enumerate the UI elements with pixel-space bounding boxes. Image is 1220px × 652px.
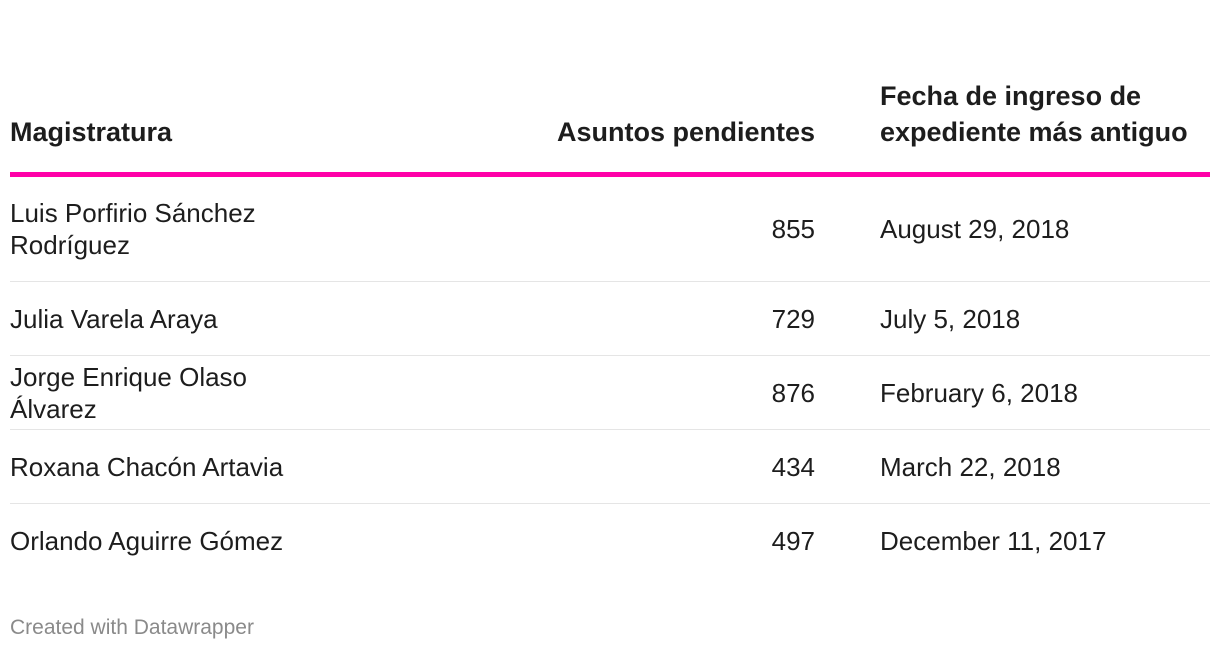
cell-magistratura: Orlando Aguirre Gómez <box>10 525 284 556</box>
cell-fecha-ingreso: August 29, 2018 <box>815 174 1210 282</box>
table-header-row: Magistratura Asuntos pendientes Fecha de… <box>10 0 1210 177</box>
data-table-container: Magistratura Asuntos pendientes Fecha de… <box>10 0 1210 577</box>
datawrapper-credit[interactable]: Created with Datawrapper <box>10 616 254 639</box>
column-header-magistratura[interactable]: Magistratura <box>10 0 535 177</box>
table-row: Roxana Chacón Artavia 434 March 22, 2018 <box>10 429 1210 504</box>
cell-asuntos-pendientes: 497 <box>771 525 815 556</box>
cell-magistratura: Jorge Enrique Olaso Álvarez <box>10 355 535 430</box>
cell-fecha-ingreso: March 22, 2018 <box>815 429 1210 504</box>
table-row: Julia Varela Araya 729 July 5, 2018 <box>10 281 1210 356</box>
cell-asuntos-pendientes: 855 <box>535 174 815 282</box>
cell-magistratura: Luis Porfirio Sánchez Rodríguez <box>10 174 535 282</box>
table-row: Orlando Aguirre Gómez 497 December 11, 2… <box>10 504 1210 578</box>
cell-fecha-ingreso: December 11, 2017 <box>880 525 1107 556</box>
column-header-asuntos-pendientes[interactable]: Asuntos pendientes <box>535 0 815 177</box>
data-table: Magistratura Asuntos pendientes Fecha de… <box>10 0 1210 577</box>
cell-magistratura: Julia Varela Araya <box>10 281 535 356</box>
column-header-fecha-ingreso[interactable]: Fecha de ingreso de expediente más antig… <box>815 0 1210 177</box>
cell-asuntos-pendientes: 729 <box>535 281 815 356</box>
cell-asuntos-pendientes: 876 <box>535 355 815 430</box>
cell-asuntos-pendientes: 434 <box>535 429 815 504</box>
table-row: Jorge Enrique Olaso Álvarez 876 February… <box>10 355 1210 430</box>
cell-fecha-ingreso: February 6, 2018 <box>815 355 1210 430</box>
cell-fecha-ingreso: July 5, 2018 <box>815 281 1210 356</box>
cell-magistratura: Roxana Chacón Artavia <box>10 429 535 504</box>
table-row: Luis Porfirio Sánchez Rodríguez 855 Augu… <box>10 174 1210 282</box>
